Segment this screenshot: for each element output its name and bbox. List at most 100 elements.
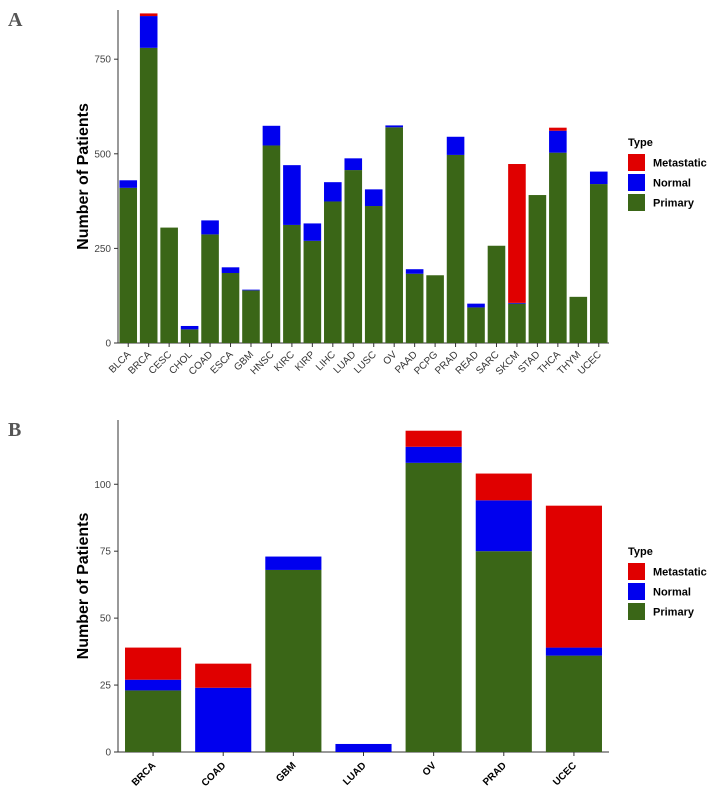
bar-skcm-normal: [508, 302, 526, 304]
legend-swatch-primary: [628, 194, 645, 211]
legend-swatch-metastatic: [628, 154, 645, 171]
x-tick-label: LUSC: [352, 349, 379, 376]
bar-luad-primary: [344, 170, 363, 343]
bar-prad-normal: [446, 136, 465, 155]
y-tick-label: 50: [100, 614, 112, 625]
legend-swatch-normal: [628, 174, 645, 191]
bar-prad-metastatic: [475, 473, 532, 501]
bar-coad-normal: [201, 220, 219, 235]
bar-ov-metastatic: [405, 430, 462, 447]
bar-ov-primary: [385, 127, 403, 343]
bar-read-normal: [467, 303, 485, 308]
x-tick-label: GBM: [274, 760, 298, 784]
y-tick-label: 750: [94, 55, 111, 66]
x-tick-label: BRCA: [130, 760, 158, 788]
x-tick-label: KIRC: [272, 349, 297, 374]
bar-ov-normal: [385, 125, 403, 128]
bar-gbm-primary: [265, 569, 322, 752]
legend-label-normal: Normal: [653, 178, 691, 190]
bar-coad-metastatic: [195, 663, 252, 688]
legend-label-metastatic: Metastatic: [653, 567, 707, 579]
x-tick-label: HNSC: [249, 349, 277, 377]
x-tick-label: UCEC: [551, 760, 579, 788]
panel-b-label: B: [8, 419, 21, 441]
bar-gbm-primary: [242, 290, 260, 343]
bar-sarc-primary: [487, 245, 506, 343]
bar-coad-primary: [201, 234, 219, 343]
bar-brca-metastatic: [139, 13, 158, 17]
bar-ucec-normal: [545, 647, 602, 656]
y-tick-label: 75: [100, 547, 112, 558]
x-tick-label: COAD: [187, 349, 215, 377]
bar-luad-normal: [335, 743, 392, 752]
bar-brca-primary: [139, 47, 158, 343]
bar-thym-primary: [569, 296, 588, 343]
y-tick-label: 250: [94, 244, 111, 255]
y-tick-label: 500: [94, 149, 111, 160]
panel-a-label: A: [8, 9, 23, 31]
legend-label-normal: Normal: [653, 587, 691, 599]
bar-stad-primary: [528, 195, 547, 343]
bar-thca-metastatic: [549, 127, 567, 131]
y-tick-label: 0: [105, 339, 111, 350]
bar-esca-normal: [221, 267, 240, 273]
bar-brca-normal: [125, 679, 182, 691]
bar-hnsc-normal: [262, 125, 281, 146]
bar-paad-normal: [405, 269, 424, 274]
bar-kirp-normal: [303, 223, 322, 241]
legend-label-metastatic: Metastatic: [653, 158, 707, 170]
chart-panel-b: 0 25 50 75 100 Number of Patients BRCA COAD GBM L…: [75, 420, 707, 789]
bar-luad-normal: [344, 158, 363, 171]
x-tick-label: ESCA: [209, 349, 236, 376]
x-tick-label: LUAD: [341, 760, 368, 787]
bar-read-primary: [467, 307, 485, 343]
bar-thca-primary: [549, 152, 567, 343]
y-tick-label: 25: [100, 681, 112, 692]
bar-chol-normal: [180, 325, 199, 330]
bar-lihc-normal: [324, 182, 342, 202]
x-tick-label: COAD: [200, 760, 229, 789]
legend-swatch-normal: [628, 583, 645, 600]
legend-swatch-primary: [628, 603, 645, 620]
legend-title: Type: [628, 137, 653, 149]
bar-ucec-primary: [589, 184, 608, 343]
bar-thca-normal: [549, 130, 567, 153]
y-tick-label: 100: [94, 480, 111, 491]
bar-prad-normal: [475, 500, 532, 552]
bar-ucec-normal: [589, 171, 608, 185]
bar-coad-normal: [195, 687, 252, 752]
legend-label-primary: Primary: [653, 198, 695, 210]
bar-ucec-metastatic: [545, 505, 602, 648]
y-tick-label: 0: [105, 748, 111, 759]
bar-ov-normal: [405, 446, 462, 463]
bar-brca-normal: [139, 16, 158, 48]
bar-gbm-normal: [242, 289, 260, 291]
y-axis-title: Number of Patients: [75, 103, 92, 250]
bar-brca-metastatic: [125, 647, 182, 680]
x-tick-label: PRAD: [481, 760, 509, 788]
bar-blca-primary: [119, 187, 138, 343]
bar-lusc-primary: [364, 206, 383, 343]
x-tick-label: LUAD: [332, 349, 359, 376]
bar-cesc-primary: [160, 227, 178, 343]
bar-brca-primary: [125, 690, 182, 752]
x-tick-label: KIRP: [293, 349, 318, 374]
x-tick-label: OV: [421, 760, 439, 778]
bar-prad-primary: [446, 154, 465, 343]
bar-paad-primary: [405, 273, 424, 343]
x-tick-label: UCEC: [576, 349, 604, 377]
bar-esca-primary: [221, 272, 240, 343]
bar-ov-primary: [405, 462, 462, 752]
bar-hnsc-primary: [262, 145, 281, 343]
bar-blca-normal: [119, 180, 138, 188]
bar-skcm-primary: [508, 303, 526, 343]
bar-kirc-normal: [283, 165, 301, 225]
bar-lihc-primary: [324, 201, 342, 343]
bar-gbm-normal: [265, 556, 322, 570]
bar-kirp-primary: [303, 240, 322, 343]
legend-label-primary: Primary: [653, 607, 695, 619]
bar-prad-primary: [475, 551, 532, 752]
x-tick-label: SKCM: [494, 349, 522, 377]
